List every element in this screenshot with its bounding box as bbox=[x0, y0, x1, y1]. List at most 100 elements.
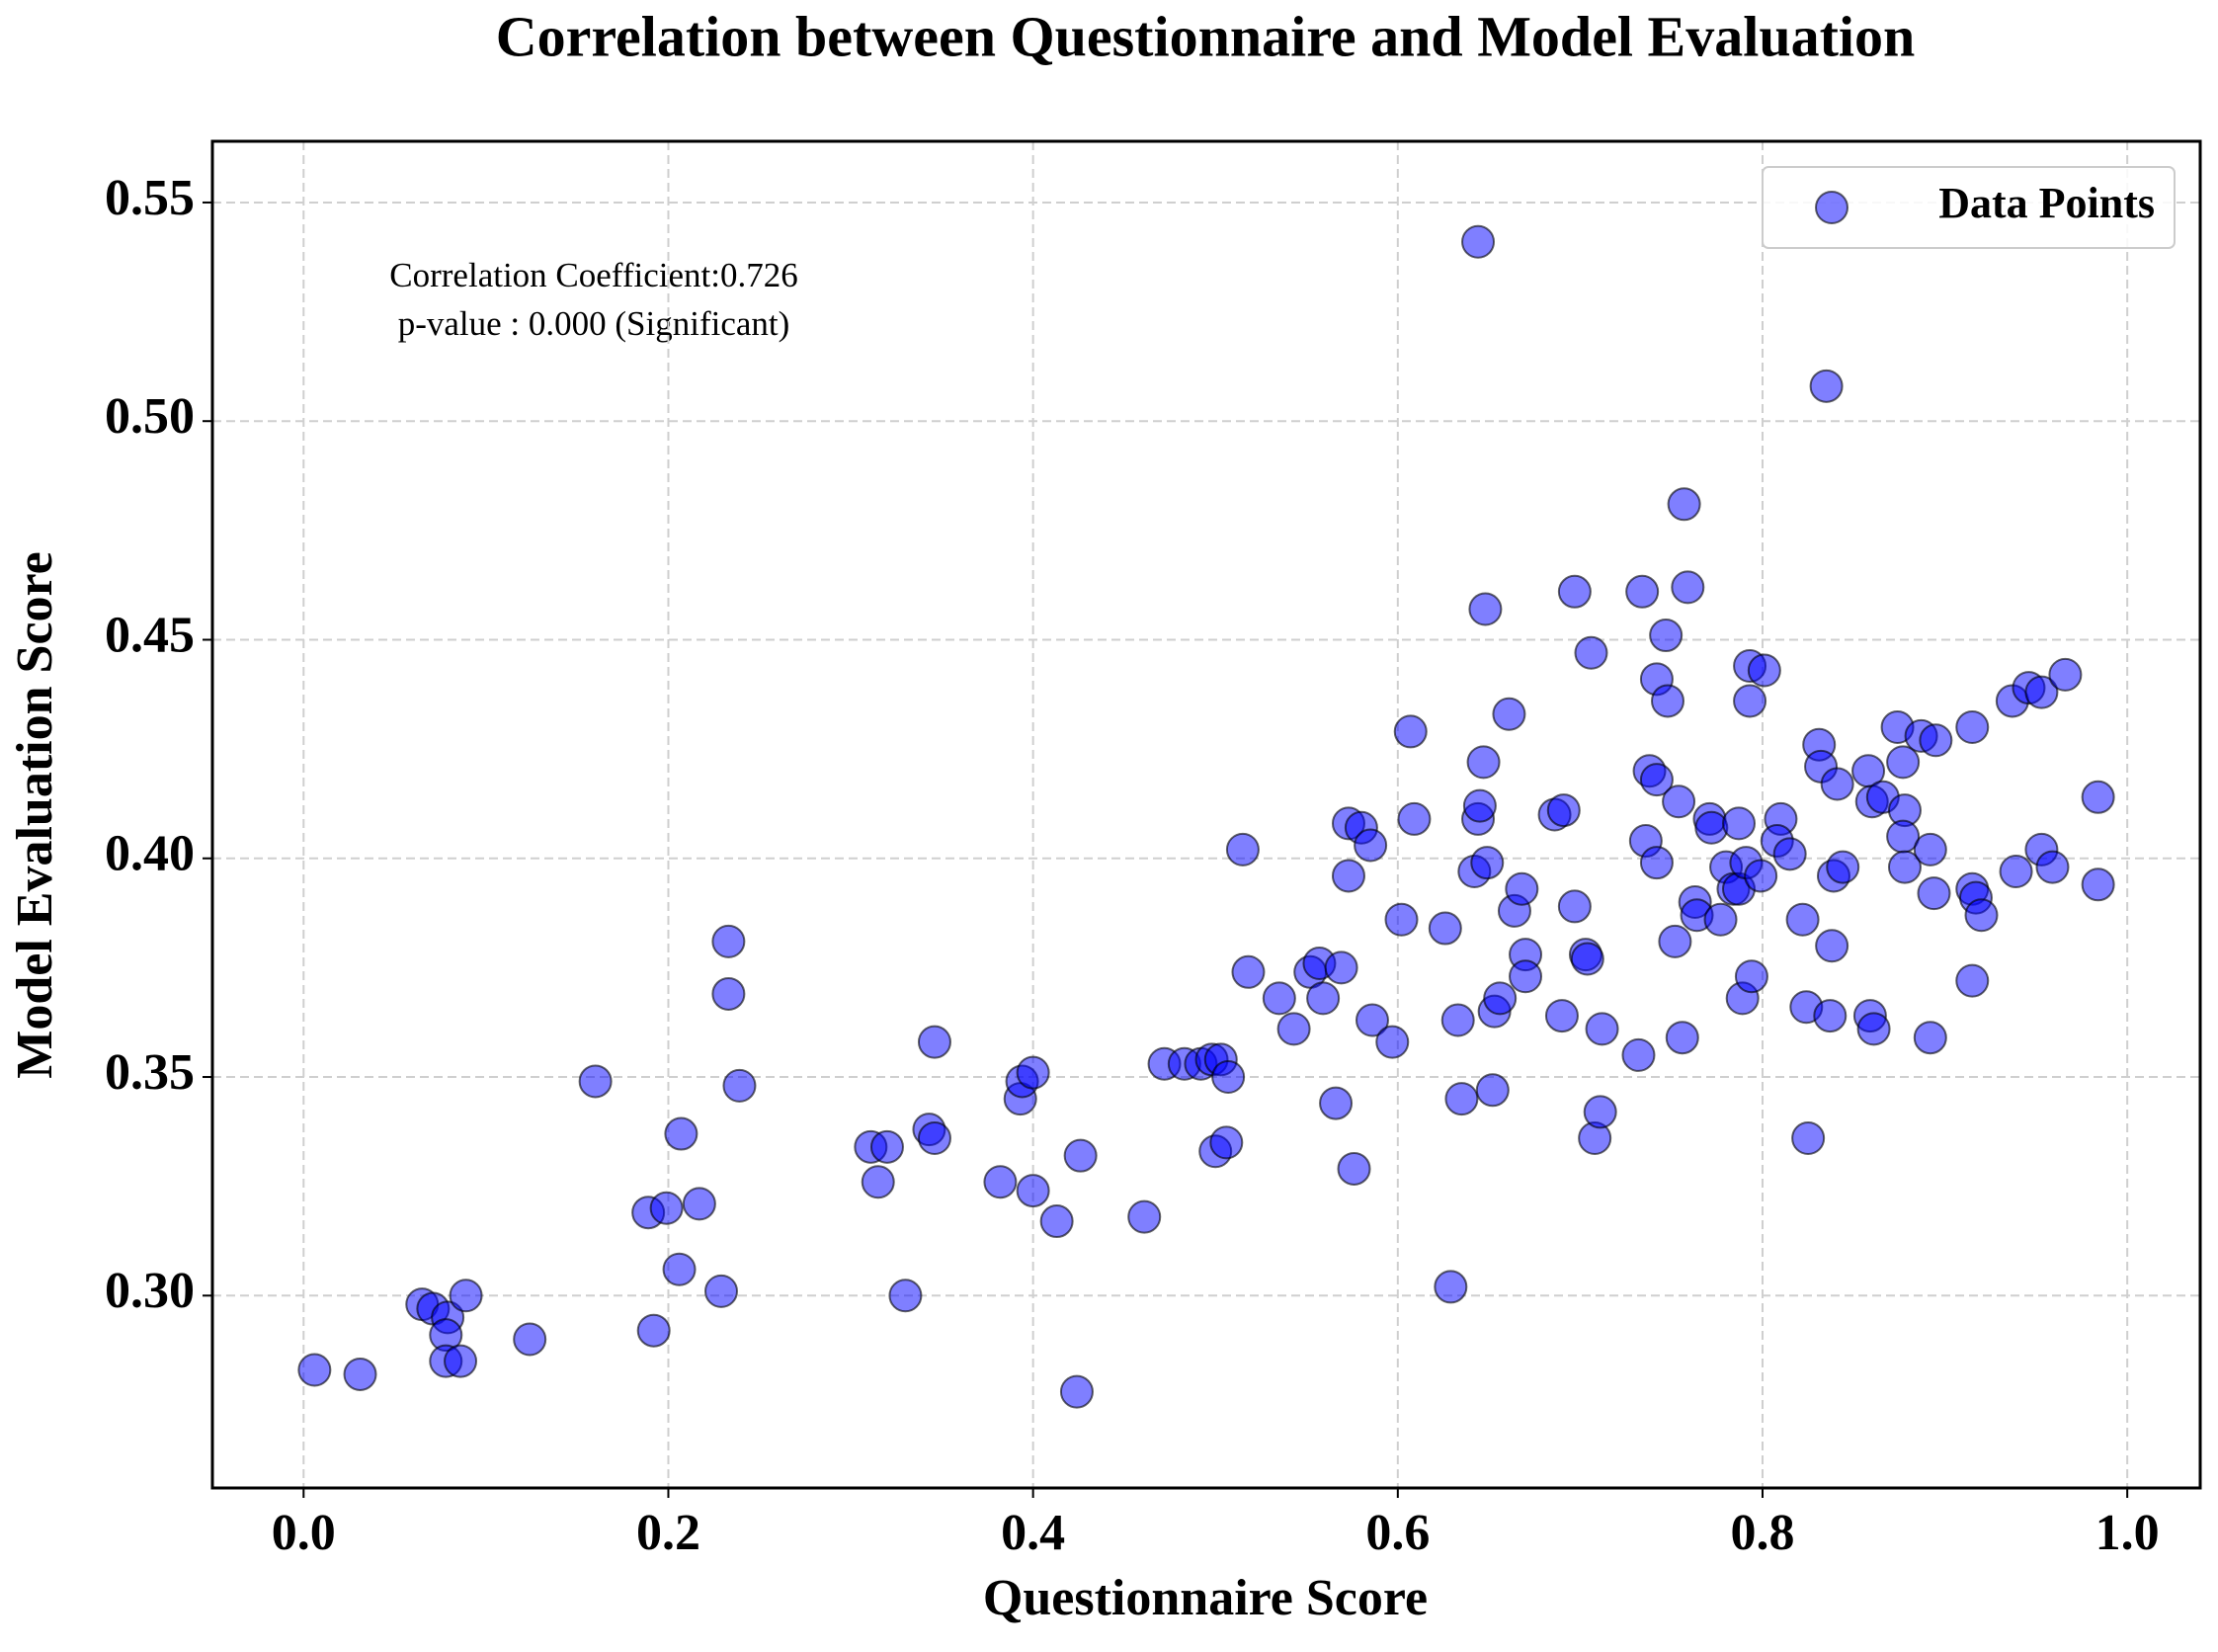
data-point bbox=[917, 1120, 951, 1155]
data-point bbox=[1625, 574, 1660, 609]
legend-marker bbox=[1815, 191, 1848, 224]
data-point bbox=[1375, 1025, 1410, 1059]
data-point bbox=[1785, 902, 1820, 937]
x-tick-label: 0.6 bbox=[1365, 1505, 1430, 1561]
data-point bbox=[1262, 981, 1296, 1016]
data-point bbox=[578, 1064, 613, 1099]
data-point bbox=[1324, 950, 1358, 985]
data-point bbox=[2081, 867, 2115, 902]
data-point bbox=[711, 976, 746, 1011]
data-point bbox=[1393, 714, 1428, 749]
data-point bbox=[1231, 954, 1266, 989]
data-point bbox=[1016, 1174, 1050, 1208]
data-point bbox=[1440, 1003, 1475, 1037]
data-point bbox=[2081, 780, 2115, 814]
legend-label: Data Points bbox=[1938, 179, 2155, 227]
x-tick-label: 0.8 bbox=[1730, 1505, 1794, 1561]
data-point bbox=[1826, 850, 1860, 884]
data-point bbox=[1039, 1204, 1074, 1239]
legend-box bbox=[1762, 166, 2176, 249]
data-point bbox=[1319, 1086, 1354, 1120]
data-point bbox=[1574, 635, 1608, 670]
y-axis-label: Model Evaluation Score bbox=[7, 551, 63, 1078]
y-tick-label: 0.50 bbox=[105, 388, 195, 445]
data-point bbox=[1815, 929, 1849, 963]
x-tick-label: 0.0 bbox=[272, 1505, 336, 1561]
data-point bbox=[983, 1165, 1018, 1199]
plot-frame bbox=[210, 139, 2202, 1490]
data-point bbox=[1791, 1120, 1826, 1155]
x-tick-label: 1.0 bbox=[2095, 1505, 2160, 1561]
chart-title: Correlation between Questionnaire and Mo… bbox=[496, 4, 1916, 68]
data-point bbox=[1428, 911, 1462, 946]
data-point bbox=[2035, 850, 2070, 884]
data-point bbox=[1544, 999, 1579, 1033]
data-point bbox=[343, 1357, 377, 1391]
data-point bbox=[1671, 570, 1705, 605]
y-tick-label: 0.35 bbox=[105, 1044, 195, 1101]
data-point bbox=[1856, 1012, 1891, 1046]
data-point bbox=[1354, 828, 1388, 863]
data-point bbox=[1059, 1374, 1094, 1409]
data-point bbox=[682, 1187, 716, 1221]
data-point bbox=[861, 1165, 895, 1199]
data-point bbox=[1955, 709, 1990, 744]
data-point bbox=[1665, 1021, 1699, 1055]
data-point bbox=[1557, 889, 1592, 924]
y-tick-label: 0.40 bbox=[105, 826, 195, 882]
annotation: Correlation Coefficient:0.726 bbox=[389, 256, 797, 294]
data-point bbox=[1639, 763, 1674, 797]
data-point bbox=[1546, 793, 1581, 828]
data-point bbox=[1492, 697, 1526, 731]
data-point bbox=[1886, 745, 1921, 780]
data-point bbox=[636, 1313, 671, 1348]
y-tick-label: 0.30 bbox=[105, 1263, 195, 1319]
data-point bbox=[1955, 963, 1990, 998]
data-point bbox=[1583, 1095, 1617, 1129]
data-point bbox=[1658, 924, 1692, 958]
data-point bbox=[1917, 876, 1951, 911]
data-point bbox=[1667, 487, 1701, 522]
data-point bbox=[1703, 902, 1738, 937]
data-point bbox=[1999, 855, 2033, 889]
data-point bbox=[1744, 859, 1778, 893]
data-point bbox=[1772, 837, 1807, 871]
x-tick-label: 0.4 bbox=[1001, 1505, 1065, 1561]
data-point bbox=[917, 1025, 951, 1059]
data-point bbox=[1475, 1073, 1510, 1108]
data-point bbox=[1887, 850, 1922, 884]
y-tick-label: 0.55 bbox=[105, 170, 195, 226]
data-point bbox=[1337, 1151, 1371, 1186]
data-point bbox=[1820, 767, 1854, 801]
data-point bbox=[1444, 1082, 1479, 1116]
data-point bbox=[1016, 1055, 1050, 1090]
data-point bbox=[1063, 1138, 1098, 1173]
data-point bbox=[1557, 574, 1592, 609]
data-point bbox=[1639, 846, 1674, 880]
data-point bbox=[1127, 1199, 1162, 1234]
data-point bbox=[1734, 959, 1768, 994]
data-point bbox=[1651, 684, 1685, 718]
data-point bbox=[664, 1116, 698, 1151]
data-point bbox=[1276, 1012, 1311, 1046]
data-point bbox=[2048, 657, 2083, 692]
legend: Data Points bbox=[1762, 166, 2176, 249]
data-point bbox=[1397, 801, 1432, 836]
data-point bbox=[1331, 859, 1365, 893]
data-point bbox=[1733, 684, 1767, 718]
data-point bbox=[1570, 942, 1604, 976]
data-point bbox=[1913, 832, 1947, 867]
data-point bbox=[722, 1068, 757, 1103]
y-tick-label: 0.45 bbox=[105, 607, 195, 663]
data-point bbox=[1919, 723, 1953, 758]
data-point bbox=[888, 1279, 923, 1313]
data-point bbox=[1461, 224, 1496, 259]
data-point bbox=[1505, 871, 1539, 906]
data-point bbox=[1809, 369, 1844, 403]
data-point bbox=[449, 1279, 483, 1313]
data-point bbox=[1209, 1125, 1244, 1160]
data-point bbox=[703, 1274, 738, 1308]
data-point bbox=[1470, 846, 1505, 880]
data-point bbox=[1694, 810, 1729, 845]
